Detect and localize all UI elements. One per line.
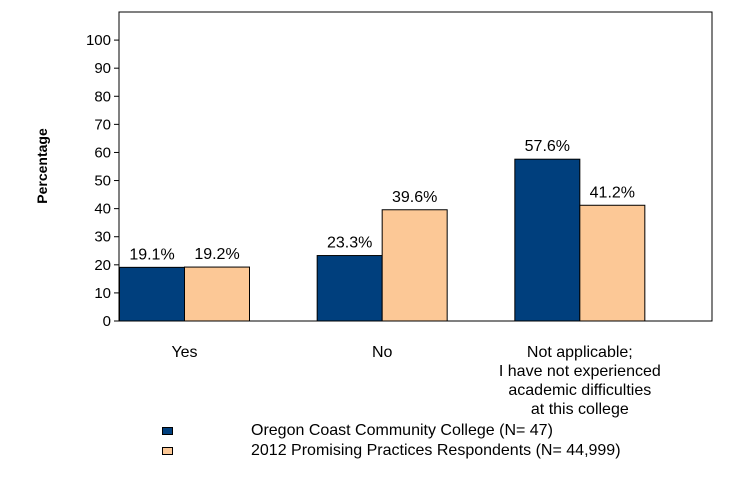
data-label-series-2-cat-2: 39.6% (392, 189, 437, 206)
y-tick-label: 80 (94, 88, 111, 105)
data-label-series-2-cat-1: 19.2% (194, 246, 239, 263)
x-tick-label-cat-3-line-1: Not applicable; (527, 344, 633, 361)
legend-swatch-series-1 (162, 427, 173, 435)
bar-series-1-cat-1 (119, 266, 185, 322)
y-tick-label: 40 (94, 201, 111, 218)
plot-area: 0 10 20 30 40 50 60 70 80 90 100 Percentage 19.1% 19.… (34, 11, 713, 418)
data-label-series-1-cat-1: 19.1% (129, 246, 174, 263)
legend-swatch-series-2 (162, 447, 173, 455)
data-label-series-1-cat-2: 23.3% (327, 235, 372, 252)
legend: Oregon Coast Community College (N= 47) 2… (162, 421, 621, 461)
x-tick-label-cat-2: No (372, 344, 393, 361)
bar-series-1-cat-3 (514, 158, 581, 322)
x-tick-label-cat-1: Yes (171, 344, 197, 361)
y-axis-label: Percentage (34, 128, 50, 204)
y-tick-label: 50 (94, 173, 111, 190)
y-tick-label: 70 (94, 116, 111, 133)
legend-label-series-1: Oregon Coast Community College (N= 47) (251, 422, 553, 439)
x-tick-label-cat-3-line-2: I have not experienced (499, 363, 661, 380)
y-tick-label: 10 (94, 285, 111, 302)
y-tick-label: 90 (94, 60, 111, 77)
data-label-series-2-cat-3: 41.2% (590, 184, 635, 201)
y-tick-label: 0 (103, 313, 111, 330)
legend-item-series-1: Oregon Coast Community College (N= 47) (162, 421, 621, 441)
x-tick-label-cat-3-line-4: at this college (531, 401, 629, 418)
y-tick-label: 30 (94, 229, 111, 246)
bar-series-2-cat-3 (579, 204, 646, 322)
bar-series-2-cat-2 (381, 209, 448, 322)
legend-label-series-2: 2012 Promising Practices Respondents (N=… (251, 442, 621, 459)
legend-item-series-2: 2012 Promising Practices Respondents (N=… (162, 441, 621, 461)
bar-chart: 0 10 20 30 40 50 60 70 80 90 100 Percentage 19.1% 19.… (34, 11, 713, 418)
y-tick-label: 100 (86, 32, 111, 49)
y-tick-label: 60 (94, 144, 111, 161)
bar-series-1-cat-2 (316, 255, 383, 322)
x-tick-label-cat-3-line-3: academic difficulties (508, 382, 651, 399)
data-label-series-1-cat-3: 57.6% (525, 138, 570, 155)
bar-series-2-cat-1 (184, 266, 250, 322)
y-tick-label: 20 (94, 257, 111, 274)
